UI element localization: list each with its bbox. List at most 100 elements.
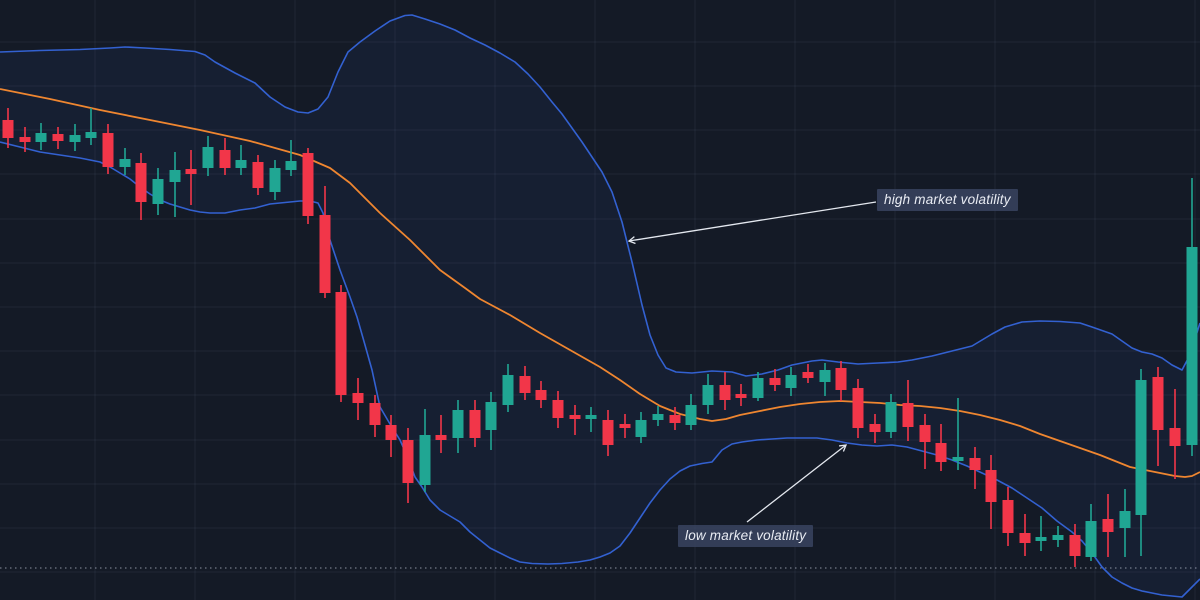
candle[interactable] (885, 394, 897, 438)
candle[interactable] (85, 108, 97, 145)
candle[interactable] (869, 414, 881, 443)
candle[interactable] (135, 153, 147, 220)
candle[interactable] (385, 415, 397, 457)
candle-body (302, 153, 314, 216)
candle[interactable] (1085, 504, 1097, 561)
candle[interactable] (569, 405, 581, 435)
candle[interactable] (1119, 489, 1131, 557)
candle[interactable] (235, 145, 247, 175)
candle[interactable] (419, 409, 431, 492)
candle[interactable] (169, 152, 181, 217)
candle[interactable] (1002, 487, 1014, 546)
candle[interactable] (502, 364, 514, 412)
candle[interactable] (902, 380, 914, 441)
candle[interactable] (285, 140, 297, 176)
candle[interactable] (269, 160, 281, 200)
candle[interactable] (469, 400, 481, 447)
candle[interactable] (152, 168, 164, 215)
candle[interactable] (735, 384, 747, 406)
candle[interactable] (1135, 369, 1147, 556)
candle-body (735, 394, 747, 398)
candle[interactable] (635, 412, 647, 443)
candle[interactable] (452, 400, 464, 453)
candle[interactable] (1186, 178, 1198, 456)
bollinger-lower-line[interactable] (0, 141, 1200, 598)
candle[interactable] (369, 395, 381, 437)
candle-body (1002, 500, 1014, 533)
candle-body (869, 424, 881, 432)
candle[interactable] (1035, 516, 1047, 551)
candle[interactable] (652, 406, 664, 426)
candle[interactable] (985, 455, 997, 529)
candle[interactable] (969, 447, 981, 489)
candle[interactable] (719, 372, 731, 410)
candle-body (1052, 535, 1064, 540)
candle[interactable] (669, 407, 681, 430)
candle[interactable] (185, 150, 197, 205)
candle[interactable] (119, 148, 131, 175)
candle[interactable] (685, 394, 697, 430)
candle-body (185, 169, 197, 174)
candle[interactable] (102, 124, 114, 174)
candle-body (769, 378, 781, 385)
candle[interactable] (302, 148, 314, 224)
candle-body (819, 370, 831, 382)
candle[interactable] (1169, 389, 1181, 479)
candle-body (102, 133, 114, 167)
candle[interactable] (435, 415, 447, 453)
candle-body (69, 135, 81, 142)
candle-body (535, 390, 547, 400)
candle-body (402, 440, 414, 483)
candle[interactable] (219, 138, 231, 175)
candle[interactable] (769, 369, 781, 391)
candle[interactable] (619, 414, 631, 438)
candle[interactable] (335, 285, 347, 402)
candle[interactable] (2, 108, 14, 148)
candle[interactable] (585, 407, 597, 432)
candle[interactable] (852, 379, 864, 438)
candle[interactable] (519, 366, 531, 400)
candle-body (52, 134, 64, 141)
candle[interactable] (919, 414, 931, 469)
candle[interactable] (69, 124, 81, 151)
candle-body (569, 415, 581, 419)
candle[interactable] (535, 381, 547, 408)
candle[interactable] (702, 374, 714, 414)
candle[interactable] (352, 378, 364, 420)
candle[interactable] (785, 367, 797, 396)
candle[interactable] (35, 123, 47, 150)
annotation-label-low-volatility[interactable]: low market volatility (678, 525, 814, 547)
candle-body (969, 458, 981, 470)
candle[interactable] (1069, 524, 1081, 567)
candle[interactable] (319, 186, 331, 298)
candle[interactable] (52, 127, 64, 149)
candle[interactable] (1152, 367, 1164, 466)
candle[interactable] (819, 363, 831, 396)
candle[interactable] (602, 410, 614, 456)
annotation-arrow-high-volatility[interactable] (629, 201, 877, 241)
candle-body (452, 410, 464, 438)
candle[interactable] (935, 424, 947, 471)
bollinger-upper-line[interactable] (0, 14, 1200, 377)
candle[interactable] (202, 136, 214, 176)
candle-body (335, 292, 347, 395)
candle[interactable] (752, 372, 764, 401)
candle[interactable] (485, 392, 497, 450)
candle-body (419, 435, 431, 485)
candle[interactable] (1102, 494, 1114, 557)
candle[interactable] (552, 391, 564, 428)
candle[interactable] (1019, 514, 1031, 556)
annotation-label-high-volatility[interactable]: high market volatility (877, 189, 1018, 211)
candle-body (435, 435, 447, 440)
candle[interactable] (835, 361, 847, 401)
annotation-arrow-low-volatility[interactable] (746, 445, 846, 523)
candle[interactable] (252, 155, 264, 195)
candle[interactable] (19, 127, 31, 152)
candle[interactable] (1052, 526, 1064, 547)
candle[interactable] (802, 364, 814, 383)
candle[interactable] (952, 398, 964, 470)
candle[interactable] (402, 428, 414, 503)
bollinger-basis-line[interactable] (0, 88, 1200, 478)
